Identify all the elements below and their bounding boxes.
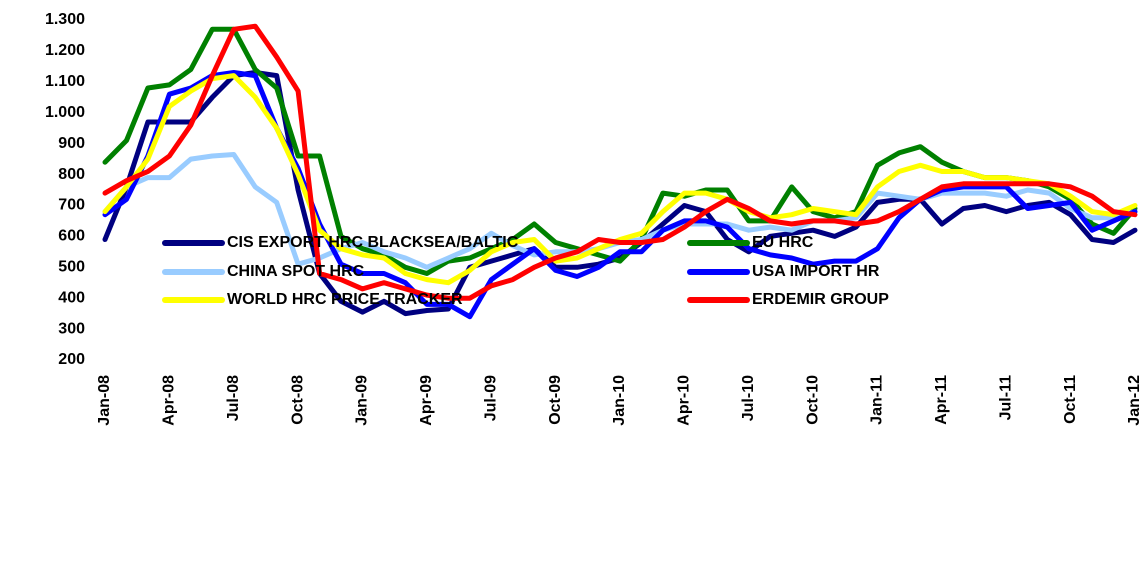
x-tick-label: Oct-08 — [289, 375, 306, 425]
y-tick-label: 1.000 — [45, 104, 85, 121]
x-tick-label: Oct-09 — [547, 375, 564, 425]
y-tick-label: 600 — [58, 228, 85, 245]
legend-label: CIS EXPORT HRC BLACKSEA/BALTIC — [227, 234, 519, 251]
x-tick-label: Jul-11 — [997, 375, 1014, 420]
x-tick-label: Jul-09 — [482, 375, 499, 421]
y-tick-label: 400 — [58, 289, 85, 306]
x-tick-label: Jan-10 — [611, 375, 628, 426]
legend-label: EU HRC — [752, 234, 814, 251]
x-tick-label: Jan-09 — [354, 375, 371, 426]
y-tick-label: 800 — [58, 166, 85, 183]
legend-label: CHINA SPOT HRC — [227, 263, 365, 280]
y-tick-label: 1.200 — [45, 42, 85, 59]
legend-label: USA IMPORT HR — [752, 263, 880, 280]
y-tick-label: 900 — [58, 135, 85, 152]
y-tick-label: 1.300 — [45, 11, 85, 28]
x-tick-label: Jan-11 — [869, 375, 886, 425]
x-tick-label: Oct-11 — [1062, 375, 1079, 424]
series-line — [102, 23, 1138, 301]
y-tick-label: 700 — [58, 197, 85, 214]
x-tick-label: Apr-08 — [161, 375, 178, 426]
legend-label: WORLD HRC PRICE TRACKER — [227, 291, 463, 308]
x-tick-label: Jan-08 — [96, 375, 113, 426]
x-tick-label: Jul-08 — [225, 375, 242, 421]
y-tick-label: 300 — [58, 320, 85, 337]
y-tick-label: 1.100 — [45, 73, 85, 90]
y-tick-label: 200 — [58, 351, 85, 368]
x-tick-label: Jul-10 — [740, 375, 757, 421]
x-tick-label: Apr-11 — [933, 375, 950, 425]
x-tick-label: Apr-09 — [418, 375, 435, 426]
x-tick-label: Oct-10 — [804, 375, 821, 425]
x-tick-label: Jan-12 — [1126, 375, 1143, 426]
x-tick-label: Apr-10 — [676, 375, 693, 426]
y-tick-label: 500 — [58, 258, 85, 275]
legend-label: ERDEMIR GROUP — [752, 291, 889, 308]
series-line — [102, 73, 1138, 286]
